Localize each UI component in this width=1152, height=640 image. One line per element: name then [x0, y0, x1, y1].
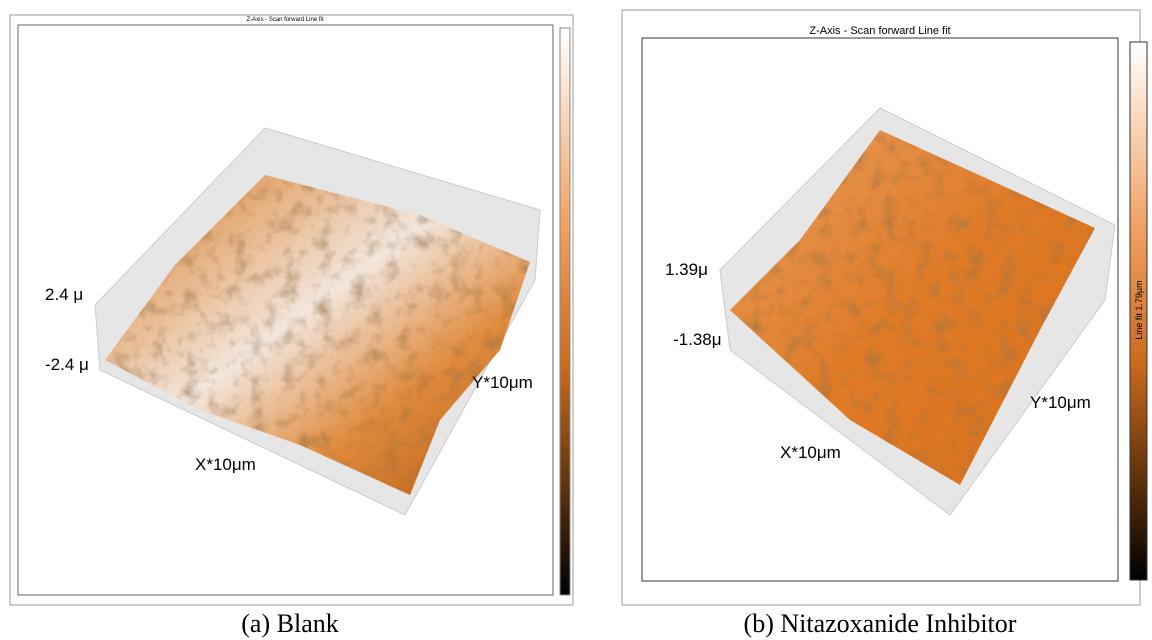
colorbar [559, 27, 571, 596]
colorbar [1129, 41, 1148, 581]
caption: (a) Blank [241, 609, 338, 638]
z-top-label: 2.4 μ [45, 285, 83, 304]
z-bottom-label: -1.38μ [673, 330, 722, 349]
plot-frame [17, 24, 554, 596]
plot-title: Z-Axis - Scan forward Line fit [246, 17, 323, 23]
y-axis-label: Y*10μm [1030, 393, 1091, 412]
panel-a: Z-Axis - Scan forward Line fit 2.4 μ -2.… [9, 14, 574, 638]
z-bottom-label: -2.4 μ [45, 355, 89, 374]
z-top-label: 1.39μ [665, 260, 708, 279]
surface [105, 175, 530, 495]
panel-b: Z-Axis - Scan forward Line fit Line fit … [621, 9, 1148, 638]
caption: (b) Nitazoxanide Inhibitor [744, 609, 1017, 638]
y-axis-label: Y*10μm [472, 373, 533, 392]
plot-frame [641, 37, 1119, 582]
panel-frame [9, 14, 574, 606]
plot-title: Z-Axis - Scan forward Line fit [809, 25, 950, 37]
surface [730, 130, 1095, 485]
colorbar-label: Line fit 1.79µm [1134, 280, 1144, 339]
x-axis-label: X*10μm [195, 455, 256, 474]
x-axis-label: X*10μm [780, 443, 841, 462]
